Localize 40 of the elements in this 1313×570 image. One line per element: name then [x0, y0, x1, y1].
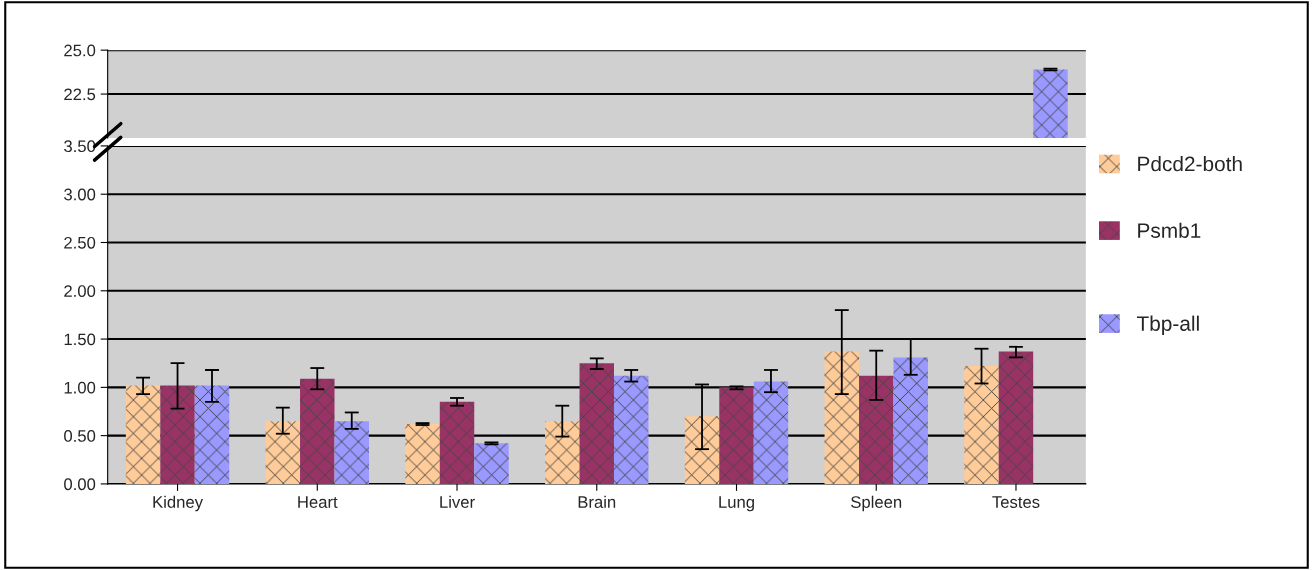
bar — [613, 375, 649, 484]
bar — [265, 421, 301, 484]
bar — [753, 381, 789, 484]
y-tick-label: 22.5 — [64, 88, 96, 101]
bar — [125, 385, 161, 484]
legend-label: Pdcd2-both — [1138, 156, 1242, 172]
bar — [300, 378, 335, 484]
bar — [684, 416, 720, 484]
x-tick-label: Spleen — [851, 495, 902, 512]
legend-label: Tbp-all — [1136, 315, 1199, 336]
x-tick-label: Liver — [440, 495, 475, 508]
x-tick-label: Lung — [719, 496, 754, 512]
y-tick-label: 0.00 — [64, 478, 96, 491]
bar — [579, 363, 614, 484]
bar — [998, 351, 1034, 484]
x-tick-label: Brain — [578, 495, 616, 508]
x-tick-label: Testes — [992, 496, 1040, 508]
y-tick-label: 0.50 — [64, 430, 96, 442]
bar — [859, 375, 894, 484]
x-tick-label: Kidney — [153, 495, 203, 512]
bar — [439, 401, 475, 484]
y-tick-label: 2.50 — [64, 236, 96, 249]
y-tick-label: 3.50 — [64, 140, 96, 153]
legend-label: Psmb1 — [1138, 222, 1201, 238]
bar — [474, 443, 509, 484]
bar — [824, 351, 860, 484]
y-tick-label: 1.00 — [64, 381, 96, 394]
y-tick-label: 2.00 — [64, 285, 96, 297]
bar — [194, 385, 230, 484]
y-tick-label: 3.00 — [64, 188, 96, 201]
bar — [893, 357, 928, 484]
bar — [719, 387, 754, 484]
bar — [964, 366, 999, 484]
bar — [545, 421, 580, 484]
x-tick-label: Heart — [298, 496, 338, 508]
bar — [405, 424, 440, 484]
bar — [334, 421, 369, 484]
y-tick-label: 25.0 — [64, 44, 96, 57]
y-tick-label: 1.50 — [64, 333, 96, 346]
bar — [160, 385, 195, 484]
